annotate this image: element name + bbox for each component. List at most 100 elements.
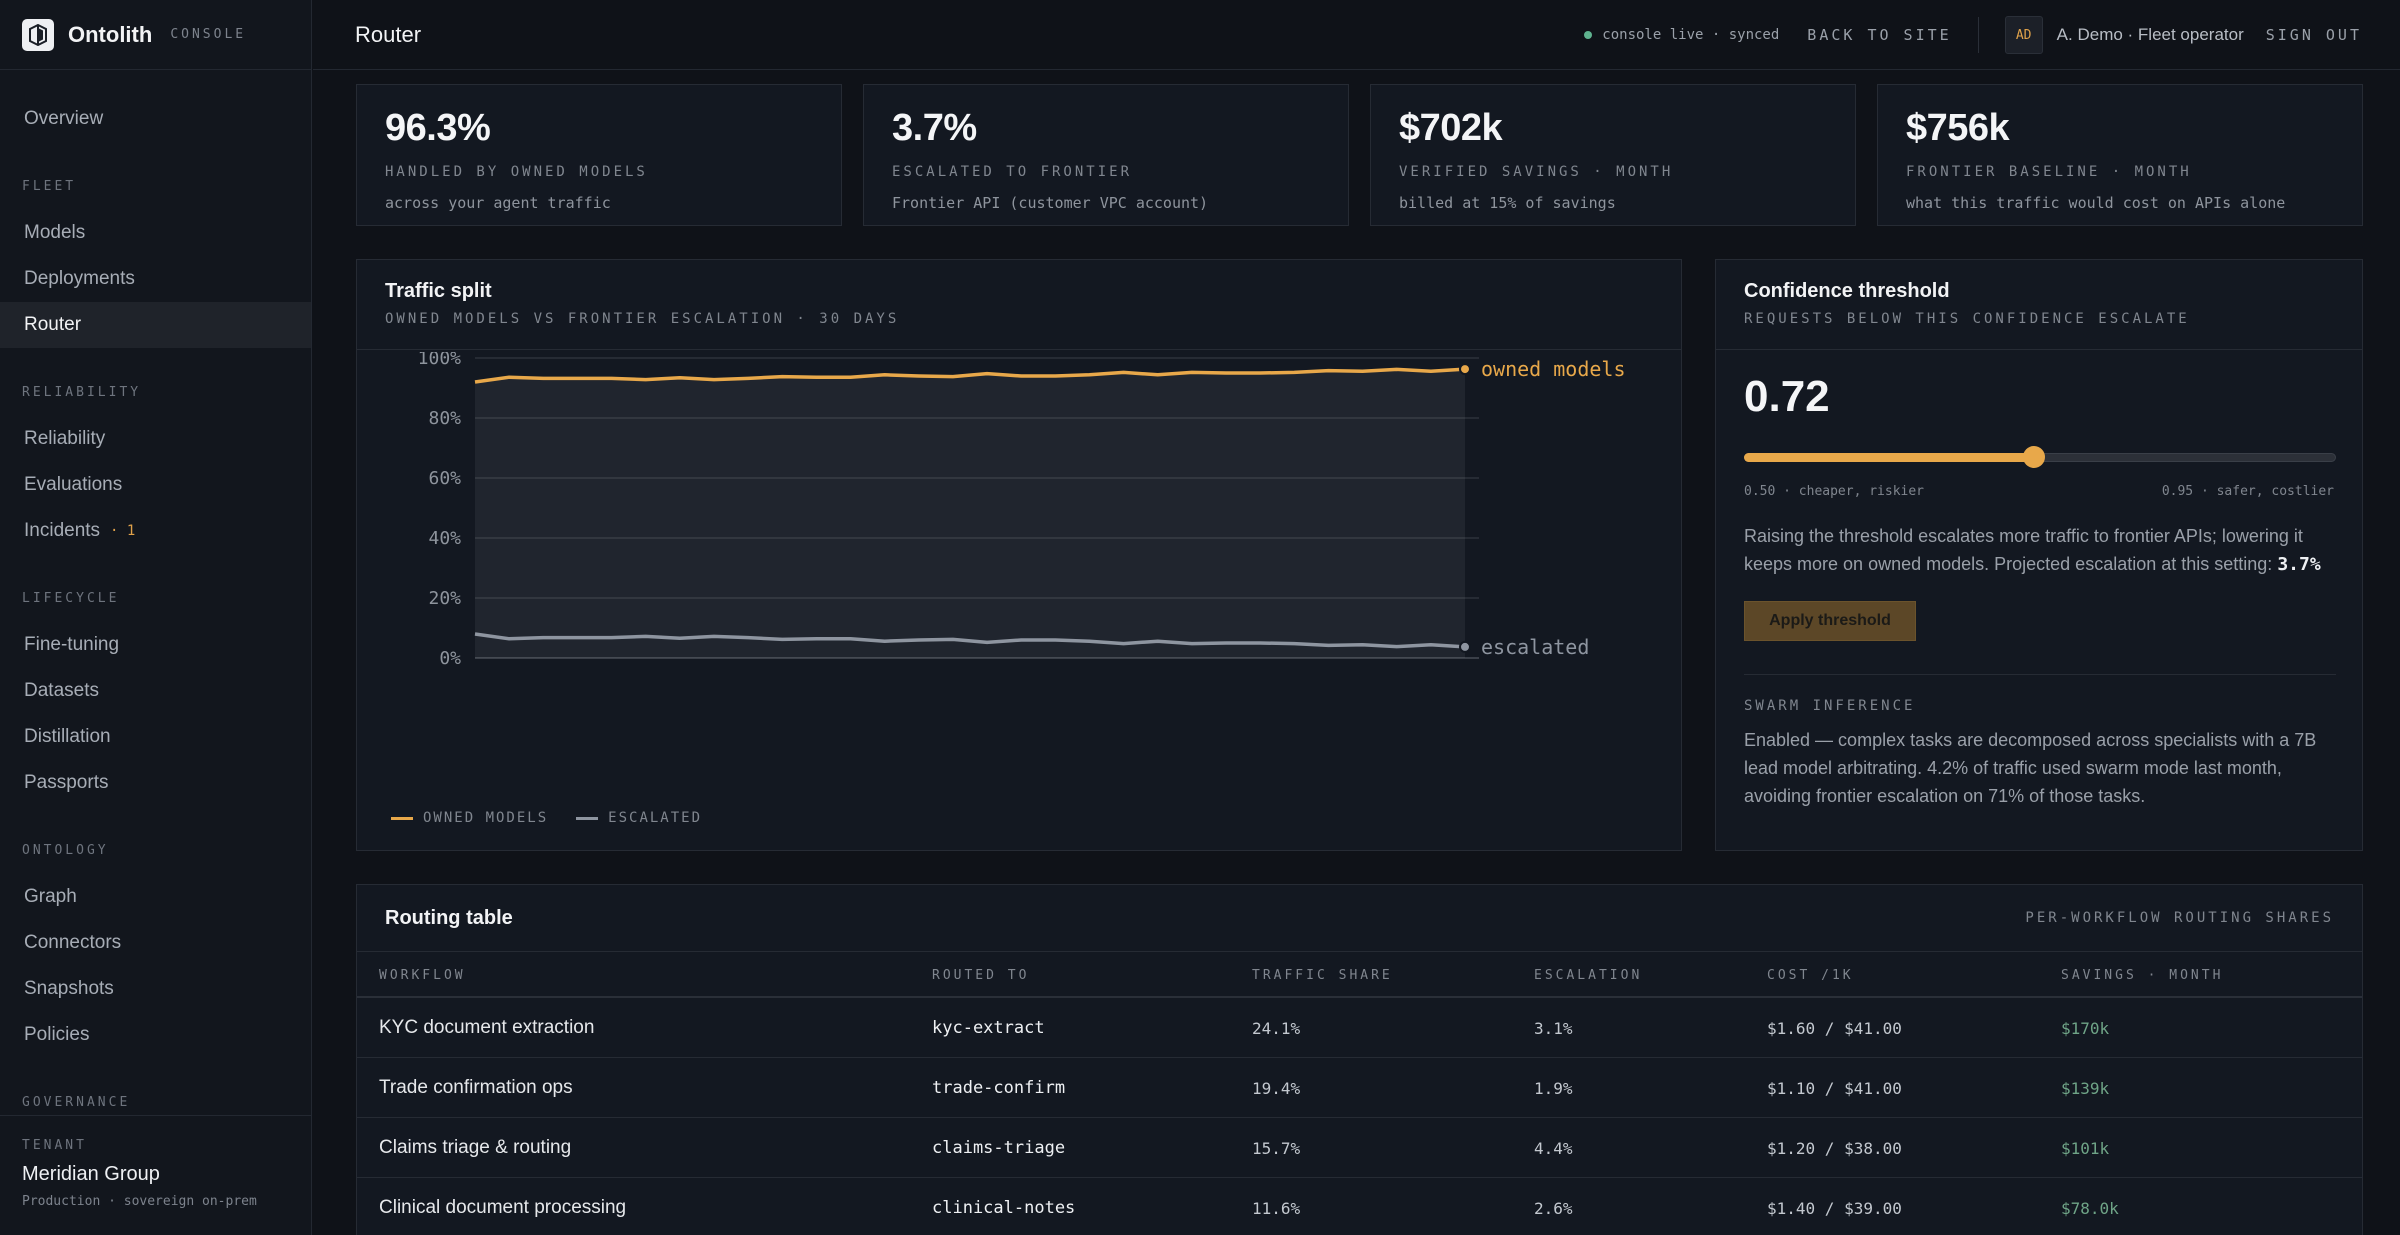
sidebar-item-router[interactable]: Router bbox=[0, 302, 311, 348]
owned-area bbox=[475, 369, 1465, 658]
sidebar-item-passports[interactable]: Passports bbox=[24, 772, 109, 793]
panel-header: Traffic split OWNED MODELS VS FRONTIER E… bbox=[357, 260, 1681, 350]
stat-value: $702k bbox=[1399, 107, 1503, 149]
stat-sub: what this traffic would cost on APIs alo… bbox=[1906, 194, 2286, 212]
series-line-escalated bbox=[474, 632, 1466, 649]
tenant-info: TENANT Meridian Group Production · sover… bbox=[0, 1115, 311, 1235]
nav-section-reliability: RELIABILITY bbox=[22, 384, 142, 400]
y-tick-label: 100% bbox=[418, 352, 462, 369]
table-column-headers: WORKFLOW ROUTED TO TRAFFIC SHARE ESCALAT… bbox=[357, 952, 2362, 998]
slider-min-label: 0.50 · cheaper, riskier bbox=[1744, 484, 1925, 499]
cell-workflow: KYC document extraction bbox=[379, 1017, 595, 1038]
slider-max-label: 0.95 · safer, costlier bbox=[2161, 484, 2334, 499]
sign-out-button[interactable]: SIGN OUT bbox=[2265, 26, 2362, 44]
back-to-site-link[interactable]: BACK TO SITE bbox=[1807, 26, 1952, 44]
panel-subtitle: OWNED MODELS VS FRONTIER ESCALATION · 30… bbox=[385, 311, 900, 327]
projected-escalation: 3.7% bbox=[2277, 554, 2321, 575]
chart-legend: OWNED MODELS ESCALATED bbox=[391, 810, 702, 826]
stat-value: 96.3% bbox=[385, 107, 491, 149]
nav-section-fleet: FLEET bbox=[22, 178, 77, 194]
stat-card-baseline: $756k FRONTIER BASELINE · MONTH what thi… bbox=[1877, 84, 2363, 226]
routing-table-panel: Routing table PER-WORKFLOW ROUTING SHARE… bbox=[356, 884, 2363, 1235]
sidebar-item-policies[interactable]: Policies bbox=[24, 1024, 90, 1045]
header-divider bbox=[1977, 17, 1979, 53]
brand-name: Ontolith bbox=[68, 21, 153, 47]
tenant-environment: Production · sovereign on-prem bbox=[22, 1194, 257, 1209]
table-header: Routing table PER-WORKFLOW ROUTING SHARE… bbox=[357, 885, 2362, 952]
cell-savings: $139k bbox=[2061, 1078, 2110, 1098]
sidebar-item-snapshots[interactable]: Snapshots bbox=[24, 978, 114, 999]
cell-routed-to: claims-triage bbox=[932, 1138, 1066, 1158]
sidebar-item-label: Incidents bbox=[24, 520, 101, 541]
slider-handle[interactable] bbox=[2023, 446, 2046, 468]
cell-routed-to: kyc-extract bbox=[932, 1018, 1045, 1038]
stat-value: 3.7% bbox=[892, 107, 977, 149]
swarm-inference-label: SWARM INFERENCE bbox=[1744, 698, 1916, 714]
nav-section-governance: GOVERNANCE bbox=[22, 1094, 131, 1107]
cell-escalation: 2.6% bbox=[1534, 1198, 1573, 1218]
cell-cost: $1.10 / $41.00 bbox=[1767, 1078, 1902, 1098]
sidebar-item-fine-tuning[interactable]: Fine-tuning bbox=[24, 634, 120, 655]
y-tick-label: 40% bbox=[428, 528, 461, 549]
stat-label: ESCALATED TO FRONTIER bbox=[892, 164, 1133, 180]
series-end-label: escalated bbox=[1481, 635, 1589, 659]
sidebar-item-datasets[interactable]: Datasets bbox=[24, 680, 99, 701]
column-header-traffic-share[interactable]: TRAFFIC SHARE bbox=[1252, 967, 1393, 983]
nav-section-lifecycle: LIFECYCLE bbox=[22, 590, 120, 606]
stat-sub: across your agent traffic bbox=[385, 194, 611, 212]
cell-traffic-share: 15.7% bbox=[1252, 1138, 1301, 1158]
sidebar-item-distillation[interactable]: Distillation bbox=[24, 726, 111, 747]
sidebar-item-models[interactable]: Models bbox=[24, 222, 86, 243]
threshold-description: Raising the threshold escalates more tra… bbox=[1744, 522, 2336, 579]
stat-label: VERIFIED SAVINGS · MONTH bbox=[1399, 164, 1674, 180]
legend-escalated-label: ESCALATED bbox=[608, 810, 703, 826]
sidebar-item-connectors[interactable]: Connectors bbox=[24, 932, 122, 953]
page-title: Router bbox=[355, 21, 422, 47]
brand[interactable]: Ontolith CONSOLE bbox=[0, 0, 311, 70]
sidebar-item-deployments[interactable]: Deployments bbox=[24, 268, 135, 289]
cell-savings: $78.0k bbox=[2061, 1198, 2119, 1218]
cell-workflow: Trade confirmation ops bbox=[379, 1077, 573, 1098]
table-row[interactable]: Claims triage & routing claims-triage 15… bbox=[357, 1118, 2362, 1178]
sidebar-item-incidents[interactable]: Incidents · 1 bbox=[0, 508, 311, 554]
avatar[interactable]: AD bbox=[2004, 16, 2043, 54]
stat-card-escalated: 3.7% ESCALATED TO FRONTIER Frontier API … bbox=[863, 84, 1349, 226]
incidents-badge: · 1 bbox=[110, 523, 136, 539]
cell-escalation: 3.1% bbox=[1534, 1018, 1573, 1038]
table-row[interactable]: KYC document extraction kyc-extract 24.1… bbox=[357, 998, 2362, 1058]
panel-title: Traffic split bbox=[385, 280, 492, 302]
table-row[interactable]: Trade confirmation ops trade-confirm 19.… bbox=[357, 1058, 2362, 1118]
cell-savings: $170k bbox=[2061, 1018, 2110, 1038]
sidebar-item-graph[interactable]: Graph bbox=[24, 886, 77, 907]
column-header-routed-to[interactable]: ROUTED TO bbox=[932, 967, 1030, 983]
table-hint: PER-WORKFLOW ROUTING SHARES bbox=[2025, 910, 2334, 926]
cell-traffic-share: 11.6% bbox=[1252, 1198, 1301, 1218]
ontolith-logo-icon bbox=[22, 18, 54, 51]
cell-cost: $1.20 / $38.00 bbox=[1767, 1138, 1902, 1158]
column-header-escalation[interactable]: ESCALATION bbox=[1534, 967, 1643, 983]
stat-card-savings: $702k VERIFIED SAVINGS · MONTH billed at… bbox=[1370, 84, 1856, 226]
panel-title: Confidence threshold bbox=[1744, 280, 1950, 302]
threshold-slider[interactable] bbox=[1744, 446, 2336, 468]
series-line-owned-models bbox=[474, 367, 1466, 384]
cell-traffic-share: 24.1% bbox=[1252, 1018, 1301, 1038]
column-header-savings[interactable]: SAVINGS · MONTH bbox=[2061, 967, 2224, 983]
nav-section-ontology: ONTOLOGY bbox=[22, 842, 109, 858]
column-header-workflow[interactable]: WORKFLOW bbox=[379, 967, 466, 983]
sidebar-item-evaluations[interactable]: Evaluations bbox=[24, 474, 123, 495]
series-end-point bbox=[1459, 363, 1471, 376]
legend-swatch-owned bbox=[391, 816, 413, 820]
live-status: console live · synced bbox=[1602, 27, 1780, 43]
y-tick-label: 80% bbox=[428, 408, 461, 429]
apply-threshold-button[interactable]: Apply threshold bbox=[1744, 601, 1916, 641]
stat-sub: Frontier API (customer VPC account) bbox=[892, 194, 1209, 212]
cell-escalation: 1.9% bbox=[1534, 1078, 1573, 1098]
table-row[interactable]: Clinical document processing clinical-no… bbox=[357, 1178, 2362, 1235]
column-header-cost[interactable]: COST /1K bbox=[1767, 967, 1854, 983]
cell-routed-to: clinical-notes bbox=[932, 1198, 1076, 1218]
legend-swatch-escalated bbox=[576, 816, 599, 820]
sidebar-nav: Overview FLEET Models Deployments Router… bbox=[0, 96, 311, 1106]
sidebar-item-overview[interactable]: Overview bbox=[24, 108, 104, 129]
sidebar-item-reliability[interactable]: Reliability bbox=[24, 428, 106, 449]
stat-value: $756k bbox=[1906, 107, 2010, 149]
